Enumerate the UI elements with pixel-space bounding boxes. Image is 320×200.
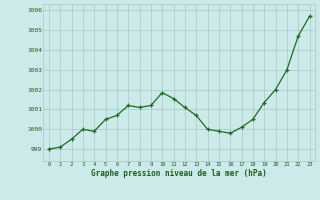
X-axis label: Graphe pression niveau de la mer (hPa): Graphe pression niveau de la mer (hPa) [91,169,267,178]
